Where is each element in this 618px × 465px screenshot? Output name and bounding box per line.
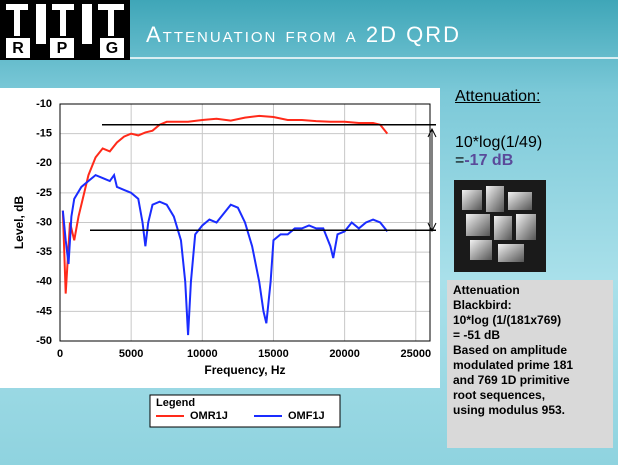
series-line: [61, 172, 389, 336]
note-line: and 769 1D primitive: [453, 373, 570, 387]
image-cube: [462, 190, 482, 210]
side-formula: 10*log(1/49): [455, 134, 543, 151]
y-tick-label: -10: [36, 98, 52, 110]
legend-box: [149, 394, 341, 428]
note-line: modulated prime 181: [453, 358, 574, 372]
plot-frame: [59, 103, 431, 342]
x-tick-label: 5000: [119, 348, 143, 360]
logo-letter: G: [106, 40, 118, 57]
logo-letter: P: [57, 40, 68, 57]
slide-title: Attenuation from a 2D QRD: [146, 22, 461, 47]
note-line: = -51 dB: [453, 328, 501, 342]
note-line: Based on amplitude: [453, 343, 568, 357]
note-box: Attenuation Blackbird: 10*log (1/(181x769)…: [447, 280, 613, 448]
logo: R P G: [0, 0, 130, 60]
logo-letter-box: [50, 38, 74, 58]
y-tick-label: -15: [36, 128, 52, 140]
logo-block: [14, 10, 20, 36]
image-cube: [498, 244, 524, 262]
image-cube: [508, 192, 532, 210]
logo-block: [108, 10, 114, 36]
logo-block: [52, 4, 74, 10]
logo-block: [60, 10, 66, 36]
logo-letter-box: [100, 38, 124, 58]
logo-letter: R: [12, 40, 24, 57]
x-tick-label: 15000: [258, 348, 289, 360]
y-axis-label: Level, dB: [12, 195, 26, 249]
y-tick-label: -20: [36, 157, 52, 169]
y-tick-label: -35: [36, 246, 52, 258]
image-cube: [486, 186, 504, 212]
logo-block: [82, 4, 92, 44]
image-cube: [494, 216, 512, 240]
result: -17 dB: [464, 152, 514, 169]
note-line: using modulus 953.: [453, 403, 566, 417]
y-tick-label: -30: [36, 216, 52, 228]
x-tick-label: 20000: [329, 348, 360, 360]
note-line: root sequences,: [453, 388, 546, 402]
logo-block: [98, 4, 124, 10]
legend-title: Legend: [156, 397, 195, 409]
x-axis-label: Frequency, Hz: [204, 363, 285, 377]
y-tick-label: -45: [36, 305, 52, 317]
difference-arrow: [427, 127, 437, 233]
x-tick-label: 10000: [187, 348, 218, 360]
x-tick-label: 0: [57, 348, 63, 360]
logo-block: [36, 4, 46, 44]
side-heading: Attenuation:: [455, 88, 541, 105]
note-line: Blackbird:: [453, 298, 512, 312]
logo-letter-box: [6, 38, 30, 58]
side-result-line: =-17 dB: [455, 152, 513, 170]
image-cube: [466, 214, 490, 236]
note-line: 10*log (1/(181x769): [453, 313, 562, 327]
x-tick-label: 25000: [400, 348, 431, 360]
note-line: Attenuation: [453, 283, 520, 297]
series-line: [61, 114, 389, 294]
result-prefix: =: [455, 152, 465, 169]
diffuser-image: [454, 180, 546, 272]
y-tick-label: -40: [36, 276, 52, 288]
image-cube: [470, 240, 492, 260]
y-tick-label: -25: [36, 187, 52, 199]
logo-block: [6, 4, 28, 10]
legend-label: OMR1J: [190, 410, 228, 422]
y-tick-label: -50: [36, 335, 52, 347]
image-cube: [516, 214, 536, 240]
arrow-heads: [427, 127, 437, 233]
legend-label: OMF1J: [288, 410, 325, 422]
